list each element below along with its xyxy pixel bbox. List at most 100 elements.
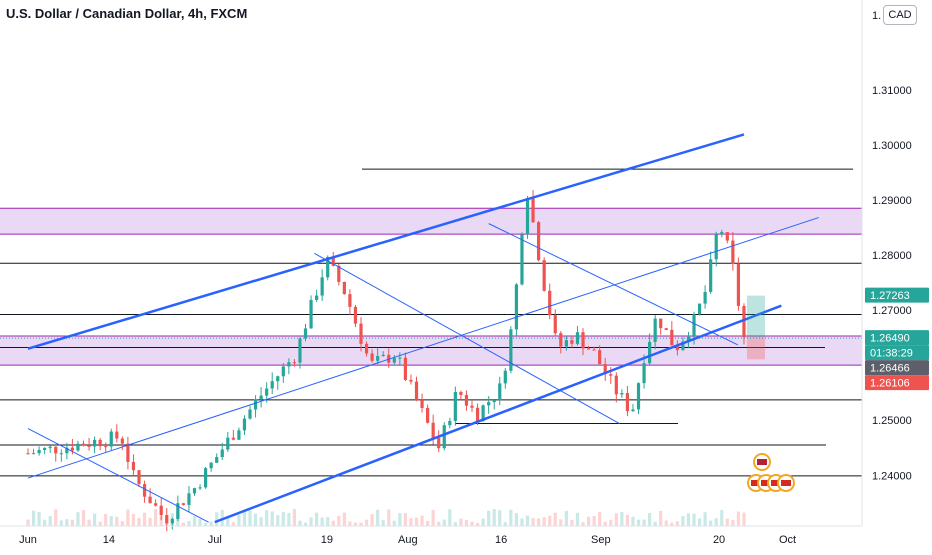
volume-bar: [475, 522, 480, 526]
event-icon-flag: [757, 459, 767, 465]
volume-bar: [292, 509, 297, 526]
volume-bar: [376, 509, 380, 526]
candle-body: [586, 348, 591, 350]
time-tick-label: Oct: [779, 534, 796, 546]
time-tick-label: Sep: [591, 534, 611, 546]
volume-bar: [426, 521, 430, 526]
volume-bar: [331, 520, 335, 526]
candle-body: [614, 375, 618, 395]
zone-fill: [0, 335, 862, 366]
candle-body: [553, 315, 557, 334]
candle-body: [326, 256, 330, 278]
currency-button[interactable]: CAD: [883, 5, 917, 25]
volume-bar: [54, 509, 58, 526]
candle-body: [70, 447, 75, 451]
price-tag: [865, 345, 929, 361]
ca-flag-icon[interactable]: [777, 474, 795, 492]
candle-body: [731, 240, 735, 264]
volume-bar: [714, 518, 718, 526]
candle-body: [337, 265, 341, 282]
price-tag-label: 01:38:29: [870, 348, 913, 360]
volume-bar: [392, 520, 396, 526]
time-tick-label: 14: [103, 534, 115, 546]
candle-body: [742, 305, 746, 338]
candle-body: [148, 496, 152, 504]
candle-body: [531, 198, 535, 223]
candle-body: [570, 340, 574, 344]
volume-bar: [542, 517, 546, 526]
price-tick-label-top: 1.: [872, 10, 881, 22]
candle-body: [104, 446, 108, 448]
price-tag: [865, 375, 929, 391]
volume-bar: [537, 518, 541, 526]
candle-body: [87, 445, 91, 447]
volume-bar: [598, 511, 602, 526]
trend-line: [27, 428, 209, 523]
volume-bar: [603, 521, 607, 526]
time-axis[interactable]: Jun 14 Jul 19 Aug 16 Sep 20 Oct: [19, 534, 796, 546]
volume-bar: [681, 516, 685, 526]
candle-body: [276, 376, 280, 382]
candle-body: [487, 402, 491, 406]
economic-events[interactable]: [747, 453, 795, 492]
volume-bar: [31, 510, 36, 526]
price-axis[interactable]: 1.240001.250001.260001.270001.280001.290…: [872, 10, 912, 482]
volume-bar: [514, 513, 519, 526]
candle-body: [303, 328, 308, 339]
volume-bar: [309, 517, 313, 526]
volume-bar: [115, 516, 119, 526]
volume-bar: [614, 513, 618, 526]
price-tick-label: 1.24000: [872, 470, 912, 482]
candle-body: [259, 395, 263, 400]
candle-body: [392, 358, 396, 363]
candle-body: [670, 329, 674, 346]
volume-bar: [204, 522, 208, 526]
candle-body: [514, 284, 519, 330]
volume-bar: [248, 510, 252, 526]
volume-bar: [487, 510, 491, 526]
volume-bar: [109, 516, 113, 526]
volume-bar: [692, 513, 696, 526]
candle-body: [265, 388, 269, 396]
candle-body: [653, 318, 657, 342]
candle-body: [248, 409, 252, 419]
candle-body: [270, 381, 274, 389]
candle-body: [204, 468, 208, 488]
candle-body: [481, 405, 485, 422]
volume-bar: [448, 509, 452, 526]
candle-body: [648, 341, 652, 364]
volume-bar: [387, 509, 391, 526]
volume-bar: [287, 512, 291, 526]
volume-bar: [137, 517, 141, 526]
candle-body: [154, 503, 158, 506]
candle-body: [237, 430, 241, 440]
volume-bar: [620, 511, 624, 526]
price-tag: [865, 330, 929, 346]
volume-bar: [664, 520, 668, 526]
volume-bar: [697, 518, 702, 526]
candle-body: [115, 431, 119, 439]
time-tick-label: 20: [713, 534, 725, 546]
candle-body: [426, 407, 430, 423]
volume-bar: [431, 510, 435, 526]
candle-body: [242, 418, 247, 431]
volume-bar: [370, 514, 374, 526]
zone-fill: [0, 208, 862, 235]
candle-body: [398, 357, 402, 359]
volume-bar: [731, 520, 735, 526]
volume-bar: [575, 512, 580, 526]
price-tags: 1.27263 1.26490 01:38:29 1.26466 1.26106: [865, 287, 929, 391]
volume-bar: [320, 517, 324, 526]
volume-bar: [409, 518, 413, 526]
candle-body: [581, 332, 585, 349]
us-flag-icon[interactable]: [753, 453, 771, 471]
candle-body: [120, 438, 124, 444]
volume-bar: [442, 519, 446, 526]
volume-bar: [403, 513, 408, 526]
stop-zone: [746, 338, 765, 360]
volume-bar: [43, 519, 47, 526]
volume-bar: [281, 512, 285, 526]
candle-body: [642, 363, 646, 384]
